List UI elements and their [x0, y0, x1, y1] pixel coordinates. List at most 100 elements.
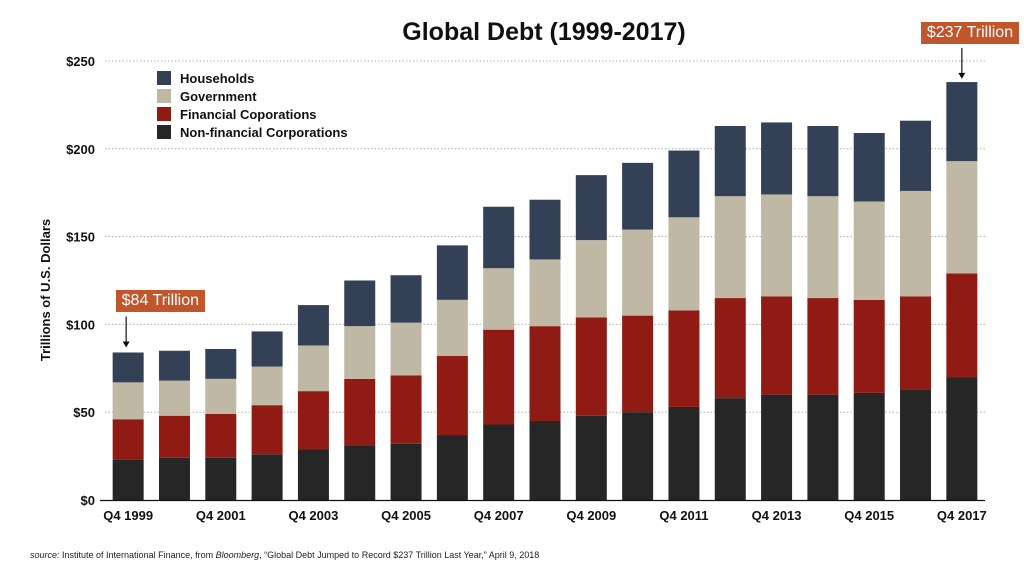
bar-segment	[205, 413, 237, 458]
legend-swatch	[157, 107, 171, 121]
legend-item: Government	[157, 87, 348, 105]
bar-segment	[483, 424, 515, 500]
source-publication: Bloomberg	[215, 550, 260, 560]
bar-segment	[390, 375, 422, 444]
x-tick-label: Q4 2001	[196, 508, 246, 523]
bar-segment	[436, 245, 468, 300]
legend-label: Government	[180, 88, 257, 104]
callout-end: $237 Trillion	[920, 21, 1020, 44]
bar-segment	[668, 310, 700, 407]
x-tick-label: Q4 2013	[752, 508, 802, 523]
legend-item: Non-financial Corporations	[157, 123, 348, 141]
legend-label: Households	[180, 70, 255, 86]
bar-segment	[807, 196, 839, 299]
bar-segment	[483, 268, 515, 330]
bar-segment	[251, 405, 283, 455]
bar-segment	[761, 394, 793, 500]
source-text-1: Institute of International Finance, from	[59, 550, 216, 560]
x-tick-label: Q4 2011	[659, 508, 708, 523]
bar-segment	[668, 406, 700, 500]
bar-segment	[900, 296, 932, 390]
legend-swatch	[157, 89, 171, 103]
y-tick-label: $200	[66, 142, 95, 157]
bar-segment	[853, 201, 885, 300]
bar-segment	[112, 419, 144, 460]
bar-segment	[622, 162, 654, 230]
source-note: source: Institute of International Finan…	[30, 550, 539, 560]
bar-segment	[483, 206, 515, 269]
bar-segment	[158, 380, 190, 416]
legend-item: Households	[157, 69, 348, 87]
bar-segment	[344, 445, 376, 500]
callout-arrowhead	[958, 72, 966, 79]
bar-segment	[251, 366, 283, 406]
bar-segment	[436, 356, 468, 436]
bar-segment	[297, 305, 329, 346]
x-tick-label: Q4 1999	[103, 508, 153, 523]
x-tick-label: Q4 2015	[844, 508, 894, 523]
legend-swatch	[157, 125, 171, 139]
y-tick-label: $50	[73, 405, 95, 420]
x-tick-label: Q4 2005	[381, 508, 431, 523]
bar-segment	[853, 392, 885, 500]
bar-segment	[390, 322, 422, 376]
bar-segment	[714, 398, 746, 500]
legend-label: Financial Coporations	[180, 106, 317, 122]
bar-segment	[714, 125, 746, 197]
bar-segment	[575, 317, 607, 416]
bar-segment	[668, 150, 700, 218]
x-tick-label: Q4 2003	[288, 508, 338, 523]
bar-segment	[761, 122, 793, 195]
bar-segment	[390, 443, 422, 500]
x-tick-label: Q4 2007	[474, 508, 524, 523]
bar-segment	[297, 449, 329, 500]
bar-segment	[344, 280, 376, 327]
bar-segment	[900, 120, 932, 191]
bar-segment	[158, 415, 190, 458]
y-tick-label: $250	[66, 54, 95, 69]
x-tick-label: Q4 2009	[566, 508, 616, 523]
bar-segment	[853, 299, 885, 393]
bar-segment	[946, 161, 978, 274]
bar-segment	[112, 459, 144, 500]
legend-label: Non-financial Corporations	[180, 124, 348, 140]
bar-segment	[344, 378, 376, 446]
source-text-2: , “Global Debt Jumped to Record $237 Tri…	[259, 550, 540, 560]
x-tick-label: Q4 2017	[937, 508, 987, 523]
bar-segment	[158, 457, 190, 500]
bar-segment	[575, 240, 607, 318]
bar-segment	[668, 217, 700, 311]
bar-segment	[297, 345, 329, 392]
bar-segment	[436, 299, 468, 357]
bar-segment	[946, 377, 978, 500]
bar-segment	[575, 415, 607, 500]
bar-segment	[390, 275, 422, 323]
bar-segment	[436, 435, 468, 500]
legend-item: Financial Coporations	[157, 105, 348, 123]
bar-segment	[344, 326, 376, 379]
bar-segment	[761, 194, 793, 297]
bar-segment	[529, 420, 561, 500]
bar-segment	[807, 394, 839, 500]
bar-segment	[946, 82, 978, 162]
bar-segment	[900, 190, 932, 297]
bar-segment	[205, 348, 237, 379]
bar-segment	[946, 273, 978, 378]
source-prefix: source:	[30, 550, 60, 560]
bar-segment	[205, 378, 237, 414]
bar-segment	[714, 298, 746, 399]
chart-title: Global Debt (1999-2017)	[402, 18, 686, 46]
bar-segment	[297, 391, 329, 450]
bar-segment	[251, 331, 283, 367]
bar-segment	[807, 298, 839, 395]
bar-segment	[483, 329, 515, 425]
legend: Households Government Financial Coporation…	[157, 69, 348, 141]
bar-segment	[112, 382, 144, 420]
bar-segment	[900, 389, 932, 500]
bar-segment	[529, 199, 561, 260]
bar-segment	[853, 132, 885, 202]
callout-start: $84 Trillion	[115, 290, 206, 313]
y-tick-label: $100	[66, 317, 95, 332]
